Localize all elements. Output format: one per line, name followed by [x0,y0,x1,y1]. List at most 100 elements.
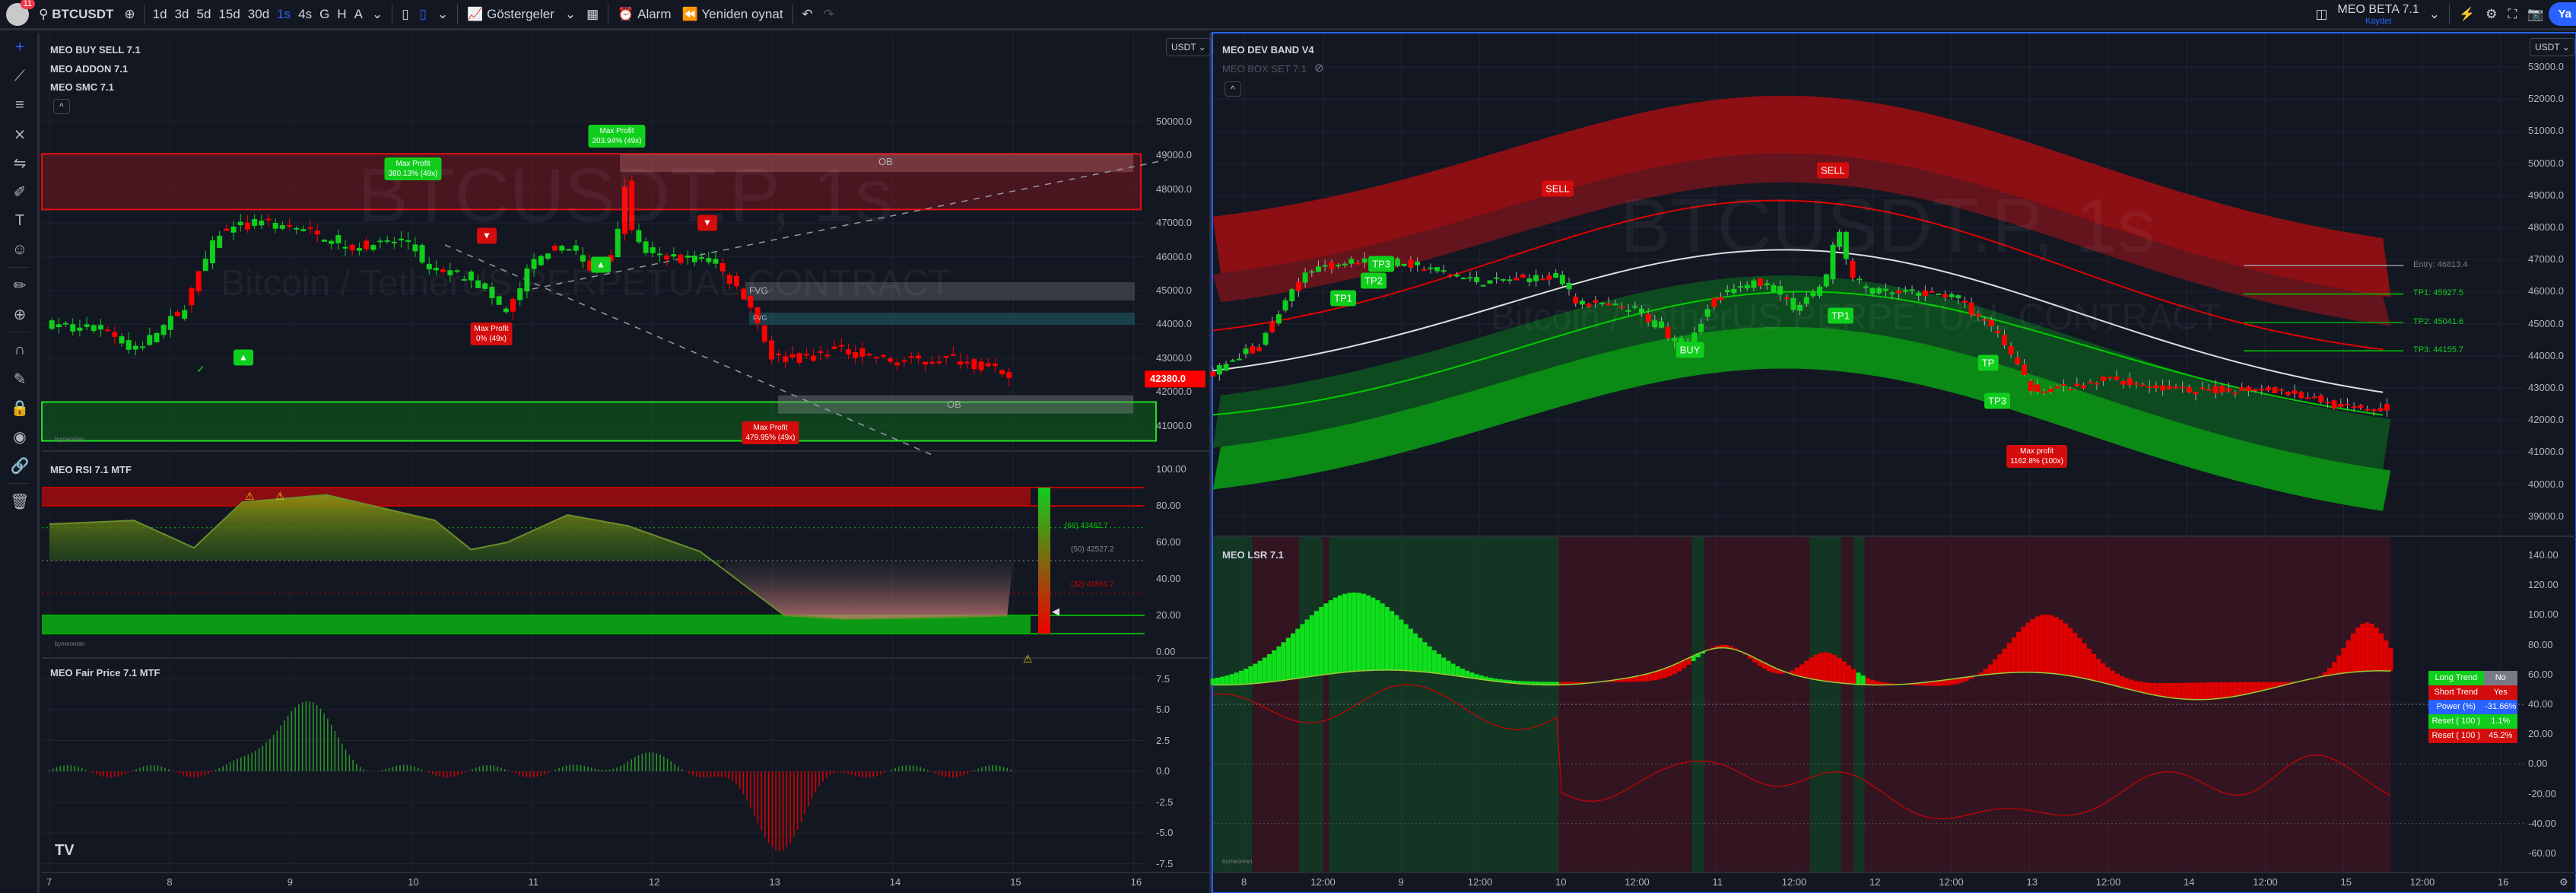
chevron-down-icon[interactable]: ⌄ [437,6,449,21]
fib-icon[interactable]: ≡ [15,96,24,113]
indicator-box-set[interactable]: MEO BOX SET 7.1 [1222,63,1307,75]
candle [1006,372,1012,378]
lsr-tick: 140.00 [2528,549,2559,561]
candle [1223,364,1229,371]
currency-select[interactable]: USDT ⌄ [1166,38,1212,56]
lower-mid-line [1212,291,2384,416]
candle [2087,381,2093,384]
candle [1949,294,1955,297]
candle [608,255,614,262]
brush-icon[interactable]: ✐ [13,183,27,201]
indicators-button[interactable]: 📈 Göstergeler [462,0,560,30]
interval-H[interactable]: H [337,6,347,21]
replay-button[interactable]: ⏪ Yeniden oynat [677,0,789,30]
candle [1593,300,1599,303]
templates-icon[interactable]: ▦ [586,6,599,21]
indicator-smc[interactable]: MEO SMC 7.1 [50,81,114,93]
candle [1526,278,1533,282]
fair-price-tick: -7.5 [1156,857,1174,869]
fair-price-title[interactable]: MEO Fair Price 7.1 MTF [50,667,160,678]
interval-5d[interactable]: 5d [196,6,211,21]
eye-hidden-icon[interactable]: ⊘ [1314,62,1324,75]
link-icon[interactable]: 🔗 [10,457,30,475]
magnet-icon[interactable]: ∩ [14,341,26,358]
interval-30d[interactable]: 30d [247,6,270,21]
quick-search-icon[interactable]: ⚡ [2458,6,2476,21]
candle [2265,386,2271,391]
interval-3d[interactable]: 3d [174,6,189,21]
author-label: bymeoman [55,436,85,443]
compare-plus-icon[interactable]: ⊕ [124,6,135,21]
symbol-search[interactable]: ⚲ BTCUSDT [33,0,119,30]
candle [1553,272,1559,278]
alarm-button[interactable]: ⏰ Alarm [612,0,676,30]
undo-icon[interactable]: ↶ [802,6,813,21]
interval-4s[interactable]: 4s [298,6,313,21]
candle [1335,265,1341,267]
text-icon[interactable]: T [14,211,25,229]
zoom-in-icon[interactable]: ⊕ [13,306,27,323]
indicators-icon: 📈 [467,6,488,21]
ruler-icon[interactable]: ✏ [13,277,27,294]
redo-icon[interactable]: ↷ [823,6,835,21]
symbol-name: BTCUSDT [52,6,114,21]
author-label: bymeoman [55,640,85,647]
interval-G[interactable]: G [319,6,330,21]
draw-lock-icon[interactable]: ✎ [13,370,27,388]
avatar[interactable]: 11 [6,0,35,26]
save-link[interactable]: Kaydet [2365,16,2392,26]
time-tick: 9 [1398,876,1404,888]
signal-label: TP1 [1330,290,1356,307]
interval-1s[interactable]: 1s [277,6,291,21]
candle [1711,297,1717,307]
lock-icon[interactable]: 🔒 [10,399,30,417]
candle [1882,288,1888,291]
pattern-icon[interactable]: ⨯ [13,126,27,143]
layout-name[interactable]: MEO BETA 7.1 Kaydet [2333,3,2423,26]
chevron-down-icon[interactable]: ⌄ [564,6,577,21]
candle [2015,357,2021,364]
candle [1863,286,1869,288]
trend-line-icon[interactable]: ⟋ [14,67,25,84]
chevron-down-icon[interactable]: ⌄ [2428,6,2440,21]
price-tick: 44000.0 [2528,349,2564,361]
divider [457,4,459,24]
indicator-addon[interactable]: MEO ADDON 7.1 [50,63,129,75]
time-tick: 9 [287,876,294,888]
eye-icon[interactable]: ◉ [13,428,27,446]
forecast-icon[interactable]: ⇋ [13,154,27,172]
trash-icon[interactable]: 🗑 [10,493,30,510]
layout-split-icon[interactable]: ◫ [2315,6,2328,21]
currency-select[interactable]: USDT ⌄ [2530,38,2575,56]
candle [1520,275,1526,278]
indicator-dev-band[interactable]: MEO DEV BAND V4 [1222,44,1314,56]
interval-15d[interactable]: 15d [218,6,240,21]
publish-button[interactable]: Ya [2549,2,2576,26]
candle [2041,391,2047,393]
chevron-down-icon[interactable]: ⌄ [371,6,383,21]
candle [1606,303,1612,306]
interval-1d[interactable]: 1d [152,6,167,21]
price-tick: 47000.0 [2528,253,2564,265]
bar-style-icon[interactable]: ▯ [419,6,427,21]
interval-A[interactable]: A [354,6,363,21]
price-tick: 52000.0 [2528,93,2564,105]
price-tick: 43000.0 [1156,351,1192,364]
rsi-title[interactable]: MEO RSI 7.1 MTF [50,464,132,475]
indicator-buy-sell[interactable]: MEO BUY SELL 7.1 [50,44,141,56]
emoji-icon[interactable]: ☺ [11,240,28,258]
fullscreen-icon[interactable]: ⛶ [2508,6,2517,21]
candle [419,245,425,262]
gear-icon[interactable]: ⚙ [2485,6,2498,21]
collapse-legend-button[interactable]: ^ [1224,81,1241,97]
lsr-title[interactable]: MEO LSR 7.1 [1222,549,1284,561]
candle [713,259,719,264]
collapse-legend-button[interactable]: ^ [53,99,70,114]
camera-icon[interactable]: 📷 [2527,6,2544,21]
candle [1250,346,1256,354]
crosshair-icon[interactable]: + [15,38,24,56]
candles-icon[interactable]: ▯ [402,6,409,21]
order-block-inner [620,154,1133,173]
price-tick: 48000.0 [2528,221,2564,233]
